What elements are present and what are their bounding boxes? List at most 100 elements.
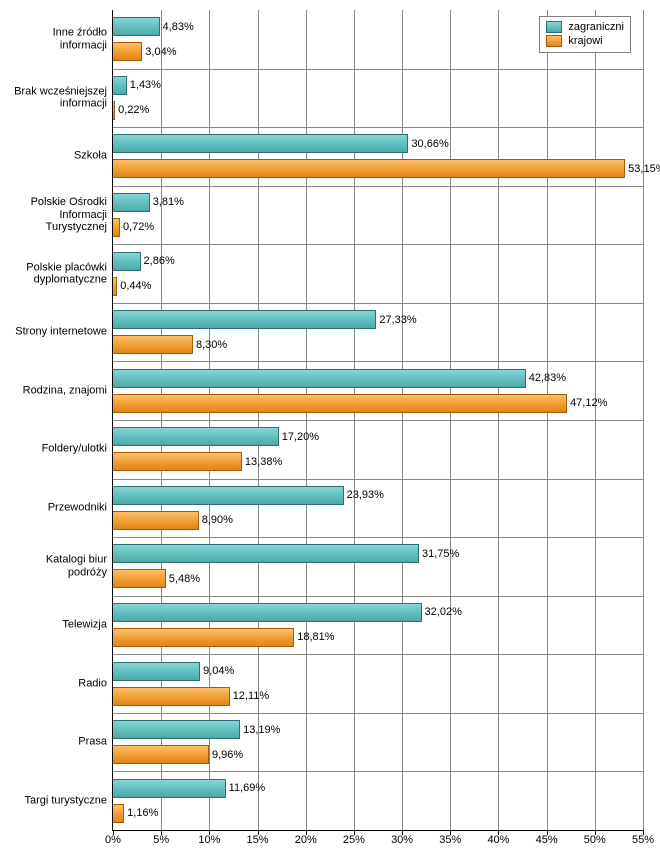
category-label: Brak wcześniejszej informacji [7,85,113,110]
bar-zagraniczni: 4,83% [113,17,160,36]
bar-value-label: 0,44% [116,280,151,292]
category-separator [113,303,643,304]
bar-value-label: 30,66% [407,138,448,150]
bar-value-label: 11,69% [225,782,266,794]
category-separator [113,654,643,655]
bar-value-label: 53,15% [624,163,660,175]
xtick-label: 15% [247,830,269,846]
legend-item: krajowi [546,34,624,48]
bar-value-label: 1,16% [123,807,158,819]
bar-krajowi: 0,44% [113,277,117,296]
category-group: Katalogi biur podróży31,75%5,48% [113,537,643,596]
category-group: Brak wcześniejszej informacji1,43%0,22% [113,69,643,128]
bar-value-label: 2,86% [140,255,175,267]
bar-krajowi: 53,15% [113,159,625,178]
xtick-label: 20% [295,830,317,846]
bar-zagraniczni: 11,69% [113,779,226,798]
bar-value-label: 47,12% [566,397,607,409]
category-label: Telewizja [7,619,113,632]
bar-value-label: 42,83% [525,372,566,384]
xtick-label: 50% [584,830,606,846]
legend-item: zagraniczni [546,20,624,34]
xtick-label: 30% [391,830,413,846]
bar-krajowi: 0,22% [113,101,115,120]
category-separator [113,127,643,128]
category-label: Przewodniki [7,502,113,515]
bar-zagraniczni: 1,43% [113,76,127,95]
xtick-label: 55% [632,830,654,846]
bar-value-label: 23,93% [343,489,384,501]
category-group: Rodzina, znajomi42,83%47,12% [113,361,643,420]
category-separator [113,244,643,245]
bar-value-label: 32,02% [421,606,462,618]
bar-krajowi: 5,48% [113,569,166,588]
bar-value-label: 8,30% [192,339,227,351]
xtick-label: 0% [105,830,121,846]
bar-value-label: 31,75% [418,548,459,560]
bar-zagraniczni: 9,04% [113,662,200,681]
category-separator [113,771,643,772]
bar-chart: 0%5%10%15%20%25%30%35%40%45%50%55%Inne ź… [0,0,660,858]
category-group: Foldery/ulotki17,20%13,38% [113,420,643,479]
legend-swatch [546,35,562,47]
bar-zagraniczni: 42,83% [113,369,526,388]
category-group: Radio9,04%12,11% [113,654,643,713]
category-group: Przewodniki23,93%8,90% [113,479,643,538]
bar-zagraniczni: 3,81% [113,193,150,212]
bar-value-label: 3,04% [141,46,176,58]
bar-value-label: 12,11% [229,690,270,702]
bar-value-label: 1,43% [126,79,161,91]
bar-value-label: 13,38% [241,456,282,468]
bar-zagraniczni: 17,20% [113,427,279,446]
bar-value-label: 9,96% [208,749,243,761]
bar-krajowi: 8,30% [113,335,193,354]
bar-zagraniczni: 23,93% [113,486,344,505]
gridline [643,10,644,830]
bar-krajowi: 47,12% [113,394,567,413]
bar-zagraniczni: 30,66% [113,134,408,153]
legend-label: krajowi [568,34,602,48]
bar-krajowi: 8,90% [113,511,199,530]
bar-value-label: 3,81% [149,196,184,208]
legend: zagranicznikrajowi [539,16,631,53]
bar-value-label: 18,81% [293,631,334,643]
bar-krajowi: 0,72% [113,218,120,237]
bar-krajowi: 18,81% [113,628,294,647]
bar-value-label: 17,20% [278,431,319,443]
category-separator [113,69,643,70]
bar-krajowi: 12,11% [113,687,230,706]
bar-krajowi: 3,04% [113,42,142,61]
xtick-label: 5% [153,830,169,846]
category-label: Polskie placówki dyplomatyczne [7,261,113,286]
category-label: Katalogi biur podróży [7,554,113,579]
category-separator [113,479,643,480]
category-group: Polskie placówki dyplomatyczne2,86%0,44% [113,244,643,303]
category-label: Radio [7,677,113,690]
bar-value-label: 8,90% [198,514,233,526]
category-label: Szkoła [7,150,113,163]
category-label: Prasa [7,736,113,749]
legend-swatch [546,21,562,33]
bar-krajowi: 9,96% [113,745,209,764]
category-separator [113,186,643,187]
category-group: Targi turystyczne11,69%1,16% [113,771,643,830]
bar-value-label: 0,72% [119,221,154,233]
xtick-label: 25% [343,830,365,846]
bar-value-label: 4,83% [159,21,194,33]
category-separator [113,537,643,538]
category-group: Szkoła30,66%53,15% [113,127,643,186]
category-separator [113,420,643,421]
legend-label: zagraniczni [568,20,624,34]
category-group: Telewizja32,02%18,81% [113,596,643,655]
bar-value-label: 5,48% [165,573,200,585]
bar-value-label: 13,19% [239,724,280,736]
category-group: Prasa13,19%9,96% [113,713,643,772]
category-label: Polskie Ośrodki Informacji Turystycznej [7,196,113,234]
category-separator [113,361,643,362]
bar-zagraniczni: 13,19% [113,720,240,739]
category-label: Targi turystyczne [7,794,113,807]
bar-value-label: 0,22% [114,104,149,116]
bar-zagraniczni: 31,75% [113,544,419,563]
xtick-label: 45% [536,830,558,846]
xtick-label: 35% [439,830,461,846]
